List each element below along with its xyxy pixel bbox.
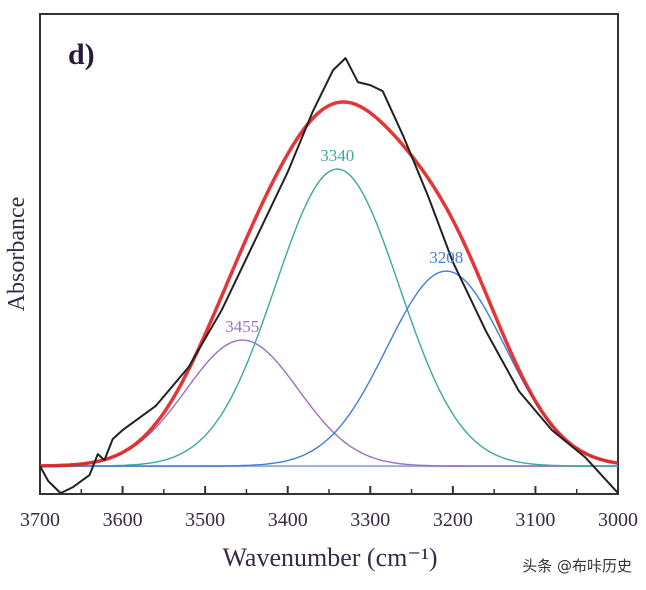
x-tick-label: 3400: [268, 509, 308, 531]
experimental-curve: [39, 57, 619, 495]
fit-curve: [40, 100, 619, 468]
watermark: 头条 @布咔历史: [522, 557, 632, 575]
x-tick-label: 3500: [185, 509, 225, 531]
peak-label-3340: 3340: [320, 146, 354, 165]
plot-frame: [39, 13, 619, 495]
x-tick-label: 3600: [103, 509, 143, 531]
x-tick-label: 3000: [598, 509, 638, 531]
x-tick-label: 3100: [515, 509, 555, 531]
x-tick-label: 3200: [433, 509, 473, 531]
peak-3455-curve: [40, 339, 618, 467]
x-axis-label: Wavenumber (cm⁻¹): [222, 543, 437, 572]
panel-label: d): [68, 38, 95, 71]
x-tick-label: 3300: [350, 509, 390, 531]
peak-3208-curve: [40, 270, 619, 467]
x-tick-label: 3700: [20, 509, 60, 531]
peak-3340-curve: [40, 168, 618, 467]
y-axis-label: Absorbance: [4, 197, 30, 312]
peak-label-3208: 3208: [429, 248, 463, 267]
peak-label-3455: 3455: [225, 317, 259, 336]
